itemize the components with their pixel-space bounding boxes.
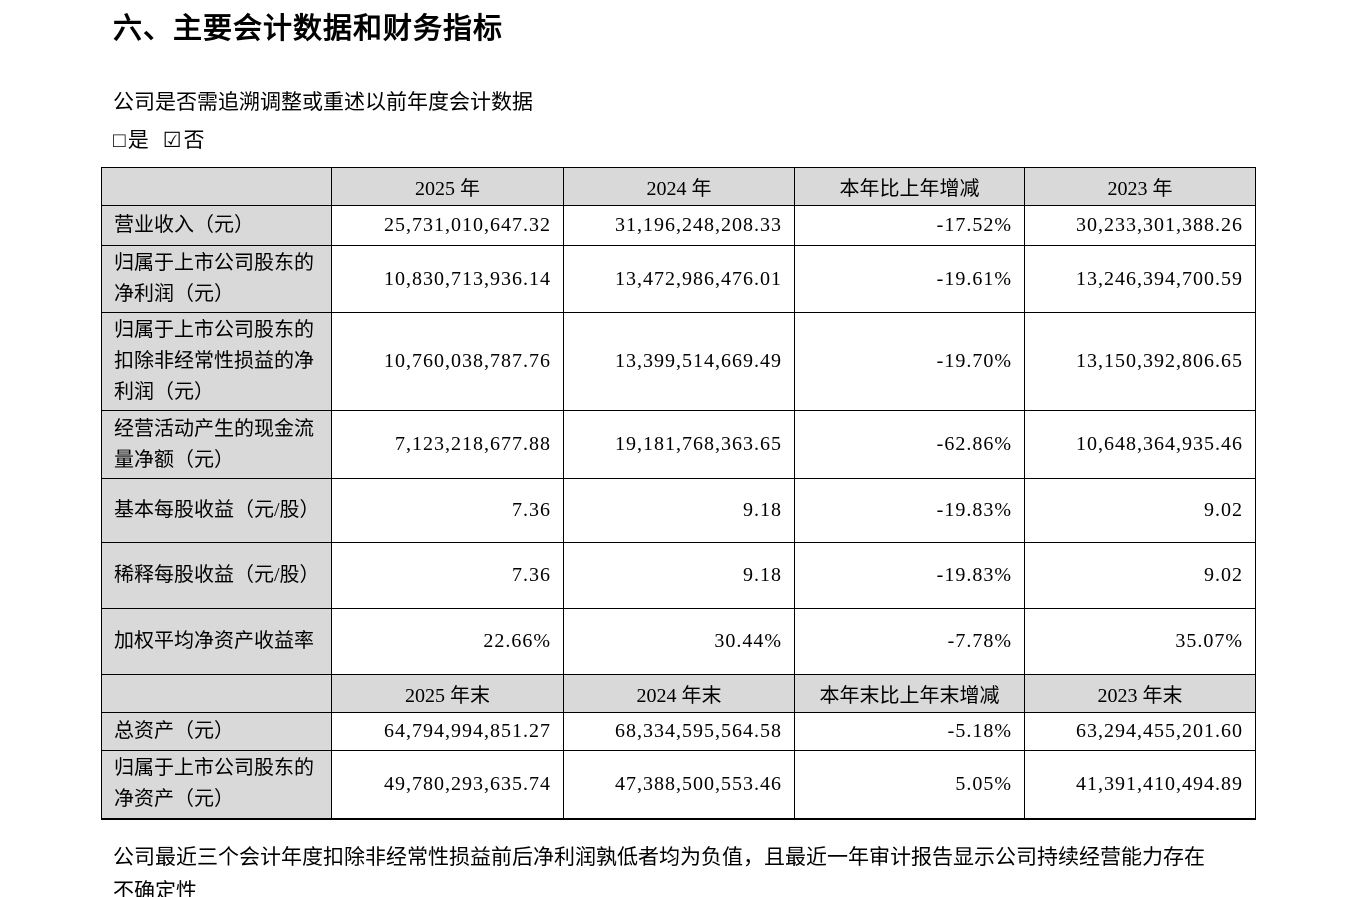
footnote-line-2: 不确定性 <box>113 878 197 897</box>
table-row: 经营活动产生的现金流量净额（元） 7,123,218,677.88 19,181… <box>101 410 1256 479</box>
header-row-period-end: 2025 年末 2024 年末 本年末比上年末增减 2023 年末 <box>101 674 1256 713</box>
restatement-options: □是 ☑否 <box>113 128 1363 152</box>
value-cell: -7.78% <box>794 608 1025 675</box>
value-cell: 47,388,500,553.46 <box>563 750 795 819</box>
header-yoy-change-cell: 本年比上年增减 <box>794 167 1025 206</box>
table-row: 归属于上市公司股东的净资产（元） 49,780,293,635.74 47,38… <box>101 750 1256 819</box>
value-cell: 10,648,364,935.46 <box>1024 410 1256 479</box>
header-empty-cell <box>101 674 332 713</box>
value-cell: 13,399,514,669.49 <box>563 312 795 411</box>
value-cell: 49,780,293,635.74 <box>331 750 564 819</box>
header-2024-cell: 2024 年 <box>563 167 795 206</box>
table-row: 归属于上市公司股东的净利润（元） 10,830,713,936.14 13,47… <box>101 245 1256 313</box>
value-cell: 9.18 <box>563 542 795 609</box>
row-label-cell: 基本每股收益（元/股） <box>101 478 332 543</box>
row-label-cell: 加权平均净资产收益率 <box>101 608 332 675</box>
row-label-cell: 归属于上市公司股东的净利润（元） <box>101 245 332 313</box>
value-cell: 13,246,394,700.59 <box>1024 245 1256 313</box>
header-empty-cell <box>101 167 332 206</box>
value-cell: 9.18 <box>563 478 795 543</box>
value-cell: 10,760,038,787.76 <box>331 312 564 411</box>
value-cell: 64,794,994,851.27 <box>331 712 564 751</box>
checkbox-checked-icon: ☑ <box>162 128 182 152</box>
financial-indicators-table: 2025 年 2024 年 本年比上年增减 2023 年 营业收入（元） 25,… <box>101 167 1256 820</box>
value-cell: 41,391,410,494.89 <box>1024 750 1256 819</box>
value-cell: -5.18% <box>794 712 1025 751</box>
value-cell: -62.86% <box>794 410 1025 479</box>
row-label-cell: 营业收入（元） <box>101 205 332 246</box>
value-cell: -17.52% <box>794 205 1025 246</box>
header-2023-cell: 2023 年 <box>1024 167 1256 206</box>
value-cell: 13,150,392,806.65 <box>1024 312 1256 411</box>
section-title: 六、主要会计数据和财务指标 <box>113 13 504 45</box>
row-label-cell: 总资产（元） <box>101 712 332 751</box>
table-row: 总资产（元） 64,794,994,851.27 68,334,595,564.… <box>101 712 1256 751</box>
value-cell: 31,196,248,208.33 <box>563 205 795 246</box>
value-cell: -19.70% <box>794 312 1025 411</box>
row-label-cell: 归属于上市公司股东的扣除非经常性损益的净利润（元） <box>101 312 332 411</box>
value-cell: -19.61% <box>794 245 1025 313</box>
value-cell: 7.36 <box>331 542 564 609</box>
value-cell: 7.36 <box>331 478 564 543</box>
table-row: 归属于上市公司股东的扣除非经常性损益的净利润（元） 10,760,038,787… <box>101 312 1256 411</box>
header-2025-cell: 2025 年 <box>331 167 564 206</box>
footnote-line-1: 公司最近三个会计年度扣除非经常性损益前后净利润孰低者均为负值，且最近一年审计报告… <box>113 844 1205 869</box>
value-cell: 13,472,986,476.01 <box>563 245 795 313</box>
table-row: 营业收入（元） 25,731,010,647.32 31,196,248,208… <box>101 205 1256 246</box>
value-cell: 63,294,455,201.60 <box>1024 712 1256 751</box>
value-cell: 7,123,218,677.88 <box>331 410 564 479</box>
header-2025-end-cell: 2025 年末 <box>331 674 564 713</box>
header-2023-end-cell: 2023 年末 <box>1024 674 1256 713</box>
option-yes: □是 <box>113 128 149 152</box>
option-yes-label: 是 <box>127 128 149 152</box>
value-cell: 22.66% <box>331 608 564 675</box>
value-cell: 9.02 <box>1024 542 1256 609</box>
value-cell: 30,233,301,388.26 <box>1024 205 1256 246</box>
going-concern-footnote: 公司最近三个会计年度扣除非经常性损益前后净利润孰低者均为负值，且最近一年审计报告… <box>113 840 1263 897</box>
value-cell: -19.83% <box>794 478 1025 543</box>
value-cell: 35.07% <box>1024 608 1256 675</box>
restatement-question: 公司是否需追溯调整或重述以前年度会计数据 <box>113 90 533 114</box>
header-2024-end-cell: 2024 年末 <box>563 674 795 713</box>
value-cell: 9.02 <box>1024 478 1256 543</box>
option-no: ☑否 <box>163 128 205 152</box>
value-cell: 25,731,010,647.32 <box>331 205 564 246</box>
checkbox-unchecked-icon: □ <box>113 128 126 152</box>
header-end-change-cell: 本年末比上年末增减 <box>794 674 1025 713</box>
row-label-cell: 稀释每股收益（元/股） <box>101 542 332 609</box>
value-cell: 10,830,713,936.14 <box>331 245 564 313</box>
row-label-cell: 经营活动产生的现金流量净额（元） <box>101 410 332 479</box>
value-cell: 19,181,768,363.65 <box>563 410 795 479</box>
table-row: 加权平均净资产收益率 22.66% 30.44% -7.78% 35.07% <box>101 608 1256 675</box>
row-label-cell: 归属于上市公司股东的净资产（元） <box>101 750 332 819</box>
option-no-label: 否 <box>183 128 205 152</box>
table-row: 稀释每股收益（元/股） 7.36 9.18 -19.83% 9.02 <box>101 542 1256 609</box>
table-row: 基本每股收益（元/股） 7.36 9.18 -19.83% 9.02 <box>101 478 1256 543</box>
value-cell: -19.83% <box>794 542 1025 609</box>
header-row-current: 2025 年 2024 年 本年比上年增减 2023 年 <box>101 167 1256 206</box>
value-cell: 68,334,595,564.58 <box>563 712 795 751</box>
value-cell: 5.05% <box>794 750 1025 819</box>
value-cell: 30.44% <box>563 608 795 675</box>
